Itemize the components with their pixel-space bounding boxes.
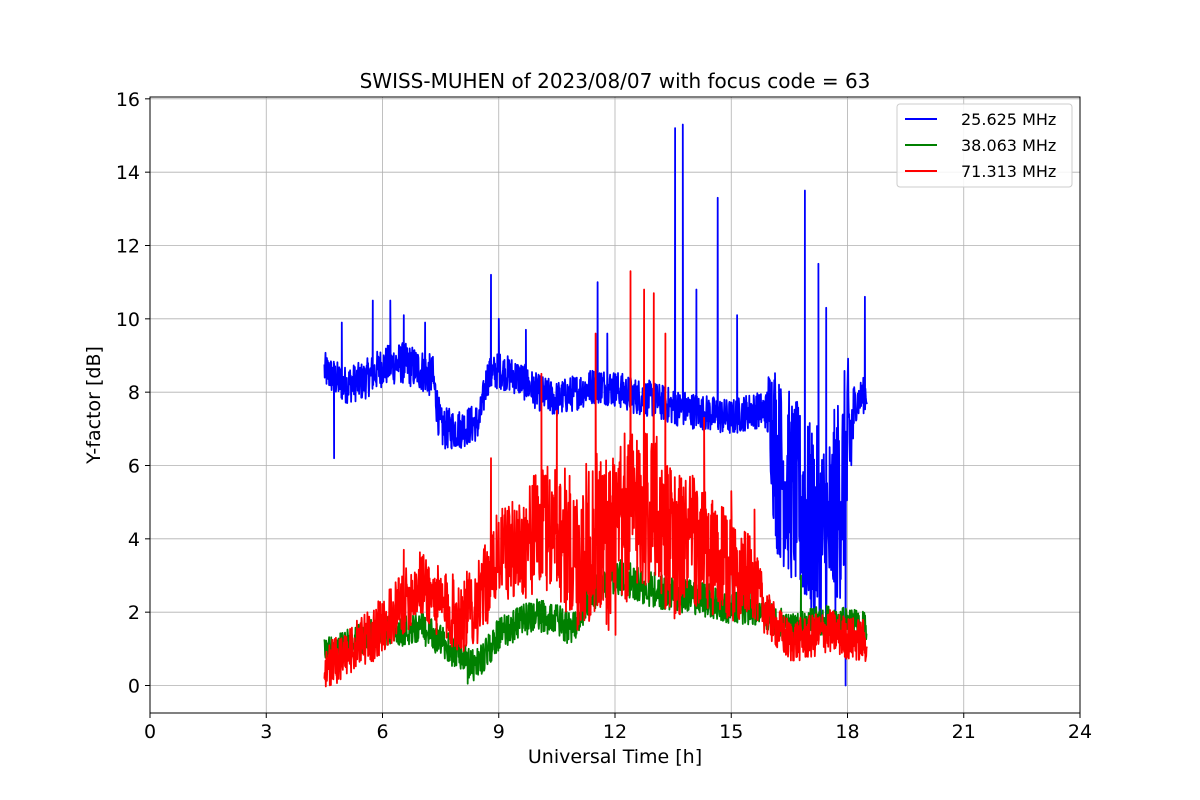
series-line-3 <box>323 270 868 688</box>
x-tick-label: 6 <box>376 721 388 743</box>
legend-label: 25.625 MHz <box>961 110 1056 129</box>
y-tick-label: 10 <box>116 309 140 331</box>
series-line-1 <box>323 123 868 687</box>
series-layer <box>323 123 868 688</box>
x-tick-label: 9 <box>493 721 505 743</box>
y-axis-label: Y-factor [dB] <box>83 346 105 465</box>
chart-title: SWISS-MUHEN of 2023/08/07 with focus cod… <box>360 69 871 93</box>
legend-label: 38.063 MHz <box>961 136 1056 155</box>
y-axis: 0 2 4 6 8 10 12 14 16 <box>116 89 150 698</box>
y-tick-label: 4 <box>128 529 140 551</box>
x-tick-label: 12 <box>603 721 627 743</box>
y-tick-label: 14 <box>116 162 140 184</box>
y-tick-label: 0 <box>128 676 140 698</box>
y-tick-label: 12 <box>116 236 140 258</box>
y-tick-label: 6 <box>128 456 140 478</box>
x-tick-label: 24 <box>1068 721 1092 743</box>
legend-label: 71.313 MHz <box>961 162 1056 181</box>
x-tick-label: 15 <box>719 721 743 743</box>
x-tick-label: 18 <box>835 721 859 743</box>
legend-box <box>896 103 1073 188</box>
x-tick-label: 3 <box>260 721 272 743</box>
x-tick-label: 21 <box>952 721 976 743</box>
y-tick-label: 8 <box>128 382 140 404</box>
y-tick-label: 2 <box>128 602 140 624</box>
x-axis: 0 3 6 9 12 15 18 21 24 <box>144 713 1092 743</box>
x-axis-label: Universal Time [h] <box>528 746 702 768</box>
legend: 25.625 MHz 38.063 MHz 71.313 MHz <box>896 103 1073 188</box>
y-tick-label: 16 <box>116 89 140 111</box>
x-tick-label: 0 <box>144 721 156 743</box>
